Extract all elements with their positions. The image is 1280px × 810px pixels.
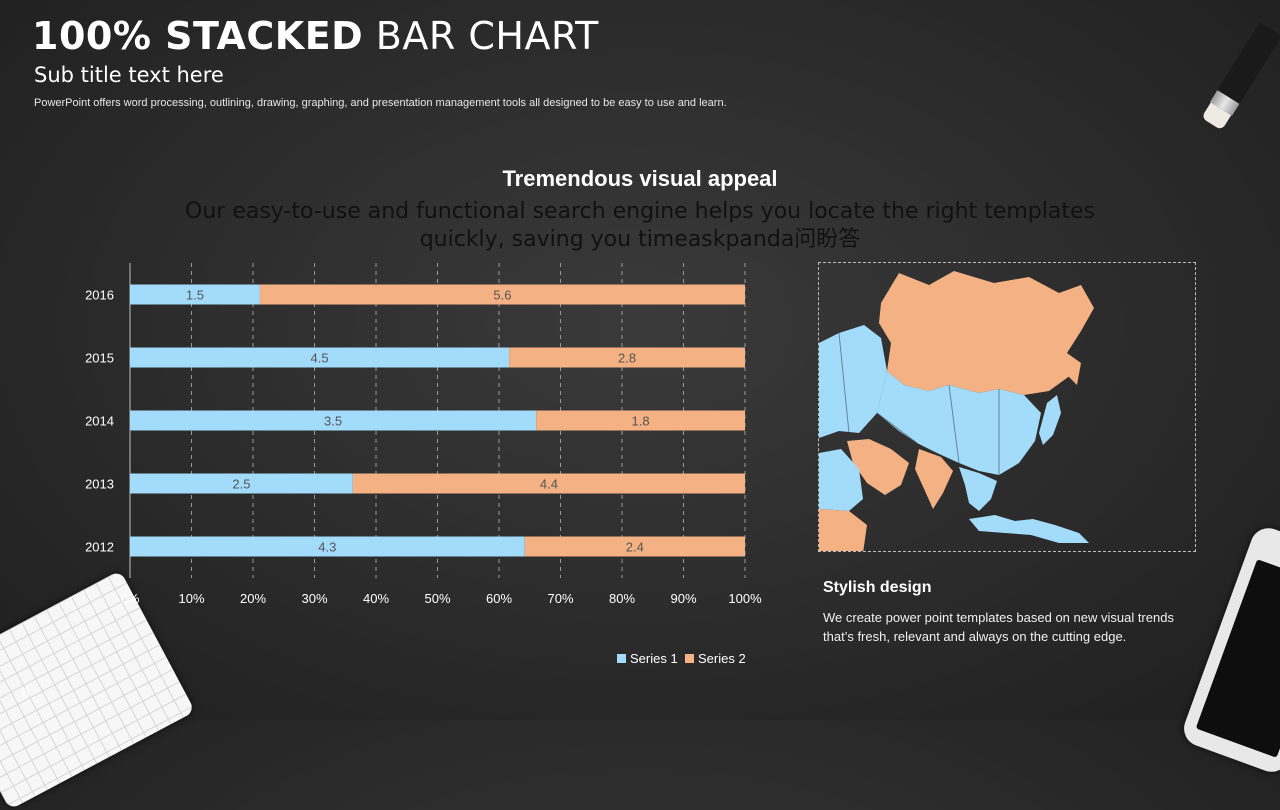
legend-swatch [685,654,694,663]
x-tick-label: 40% [363,591,389,606]
data-label: 1.5 [186,288,204,303]
x-tick-label: 80% [609,591,635,606]
data-label: 2.4 [626,540,644,555]
title-bold: 100% STACKED [32,14,364,58]
bar-segment [524,536,745,557]
asia-map-panel [818,262,1196,552]
page-subtitle: Sub title text here [34,63,224,87]
map-region-central-asia [877,371,1041,475]
stylish-design-title: Stylish design [823,579,932,596]
data-label: 4.4 [540,477,558,492]
bar-segment [130,347,510,368]
data-label: 2.8 [618,351,636,366]
stylish-design-text: We create power point templates based on… [823,610,1174,644]
x-tick-label: 60% [486,591,512,606]
data-label: 3.5 [324,414,342,429]
bar-segment [130,410,537,431]
category-label: 2012 [85,540,114,555]
bar-segment [130,536,525,557]
x-tick-label: 90% [670,591,696,606]
data-label: 2.5 [232,477,250,492]
data-label: 4.3 [318,540,336,555]
x-tick-label: 70% [547,591,573,606]
data-label: 5.6 [493,288,511,303]
data-label: 4.5 [311,351,329,366]
x-tick-label: 0% [121,591,140,606]
map-region-indonesia [969,515,1089,543]
map-region-southeast-asia [959,467,997,511]
map-region-africa-south [819,509,867,551]
map-region-middle-east [847,439,909,495]
page-description: PowerPoint offers word processing, outli… [34,97,727,109]
category-label: 2016 [85,288,114,303]
bar-segment [130,284,260,305]
x-tick-label: 100% [728,591,762,606]
x-tick-label: 50% [424,591,450,606]
map-region-europe [819,325,887,438]
category-label: 2013 [85,477,114,492]
map-region-kamchatka [1065,353,1081,385]
section-heading: Tremendous visual appeal [502,166,778,191]
map-region-india [915,449,953,509]
category-label: 2014 [85,414,114,429]
x-tick-label: 20% [240,591,266,606]
section-tagline: Our easy-to-use and functional search en… [185,199,1095,252]
page-title: 100% STACKED BAR CHART [32,14,599,58]
bar-segment [352,473,745,494]
x-tick-label: 10% [178,591,204,606]
map-borders [838,332,1000,475]
bar-segment [536,410,745,431]
x-tick-label: 30% [301,591,327,606]
bar-segment [130,473,353,494]
phone-decoration [1178,523,1280,777]
category-label: 2015 [85,351,114,366]
legend-swatch [617,654,626,663]
legend-label: Series 2 [698,651,746,666]
map-region-africa-north [819,449,863,511]
asia-map [819,271,1094,551]
bar-segment [509,347,745,368]
title-rest: BAR CHART [363,14,599,58]
legend-label: Series 1 [630,651,678,666]
bar-segment [259,284,745,305]
data-label: 1.8 [632,414,650,429]
page-number: 6 [22,684,30,700]
map-region-japan [1039,395,1061,445]
stacked-bar-chart: 0% 10% 20% 30% 40% 50% 60% 70% 80% 90% 100% 2016 1.5… [85,263,762,666]
map-region-north [879,271,1094,395]
pencil-decoration [1196,22,1280,138]
